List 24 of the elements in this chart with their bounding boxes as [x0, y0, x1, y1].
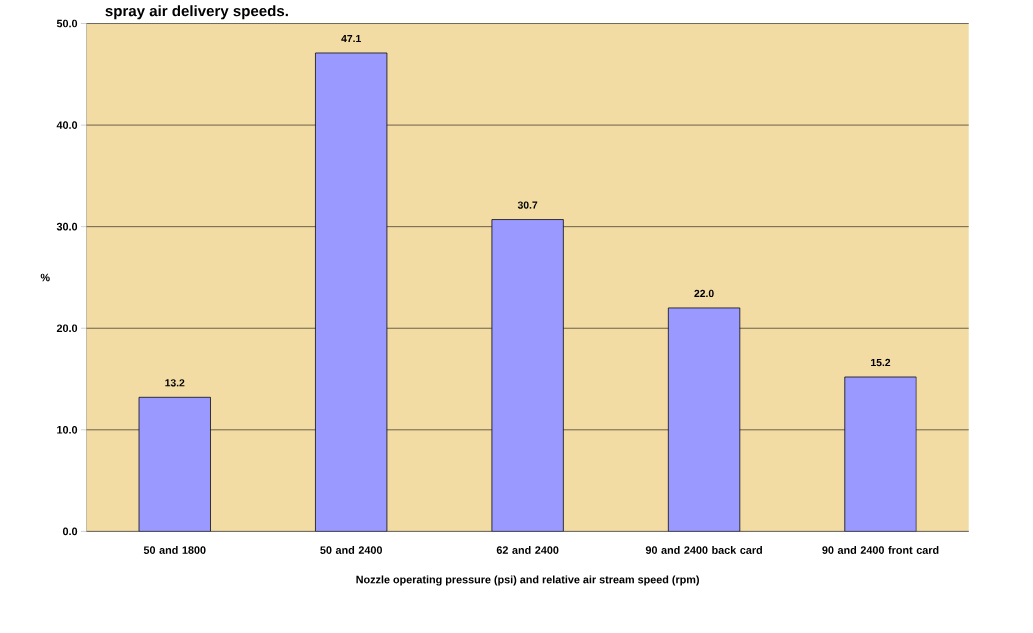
- data-label: 47.1: [341, 35, 361, 43]
- x-axis-title: Nozzle operating pressure (psi) and relative air stream speed (rpm): [356, 575, 699, 586]
- x-tick-label: 62 and 2400: [496, 546, 559, 554]
- y-tick-label: 40.0: [56, 121, 78, 129]
- x-tick-label: 90 and 2400 back card: [645, 546, 762, 554]
- bar: [844, 376, 917, 532]
- y-tick-label: 10.0: [57, 426, 78, 434]
- x-tick-label: 50 and 1800: [143, 546, 206, 554]
- x-tick-label: 50 and 2400: [320, 546, 382, 554]
- chart-title: spray air delivery speeds.: [105, 5, 288, 20]
- data-label: 22.0: [694, 289, 714, 298]
- bar: [667, 307, 741, 532]
- data-label: 30.7: [517, 201, 538, 209]
- y-tick-label: 0.0: [62, 527, 78, 536]
- data-label: 15.2: [871, 358, 891, 367]
- y-tick-label: 50.0: [56, 19, 78, 28]
- y-axis-title: %: [40, 273, 50, 282]
- bar: [315, 52, 388, 532]
- bar: [138, 396, 211, 532]
- y-tick-label: 30.0: [56, 222, 78, 231]
- x-tick-label: 90 and 2400 front card: [822, 546, 939, 554]
- data-label: 13.2: [165, 379, 185, 387]
- y-tick-label: 20.0: [56, 324, 78, 333]
- bar: [491, 219, 564, 532]
